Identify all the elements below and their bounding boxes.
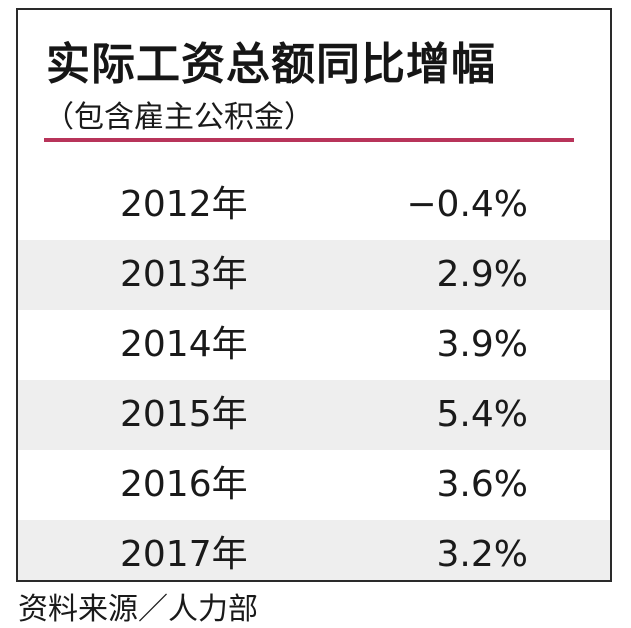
growth-value: 3.9% <box>436 324 528 365</box>
table-row: 2015年 5.4% <box>18 380 610 450</box>
table-card: 实际工资总额同比增幅 （包含雇主公积金） 2012年 −0.4% 2013年 2.9%… <box>16 8 612 582</box>
year-label: 2012年 <box>120 184 248 225</box>
data-table: 2012年 −0.4% 2013年 2.9% 2014年 3.9% 2015年 5.4% 201… <box>18 170 610 580</box>
growth-value: −0.4% <box>406 184 528 225</box>
growth-value: 3.6% <box>436 464 528 505</box>
source-note: 资料来源／人力部 <box>18 592 258 627</box>
title-underline <box>44 138 574 142</box>
year-label: 2016年 <box>120 464 248 505</box>
year-label: 2015年 <box>120 394 248 435</box>
year-label: 2017年 <box>120 534 248 575</box>
growth-value: 2.9% <box>436 254 528 295</box>
growth-value: 3.2% <box>436 534 528 575</box>
table-row: 2013年 2.9% <box>18 240 610 310</box>
year-label: 2014年 <box>120 324 248 365</box>
table-row: 2012年 −0.4% <box>18 170 610 240</box>
year-label: 2013年 <box>120 254 248 295</box>
chart-subtitle: （包含雇主公积金） <box>44 100 314 135</box>
table-row: 2014年 3.9% <box>18 310 610 380</box>
table-row: 2016年 3.6% <box>18 450 610 520</box>
table-row: 2017年 3.2% <box>18 520 610 580</box>
growth-value: 5.4% <box>436 394 528 435</box>
chart-title: 实际工资总额同比增幅 <box>46 39 496 90</box>
